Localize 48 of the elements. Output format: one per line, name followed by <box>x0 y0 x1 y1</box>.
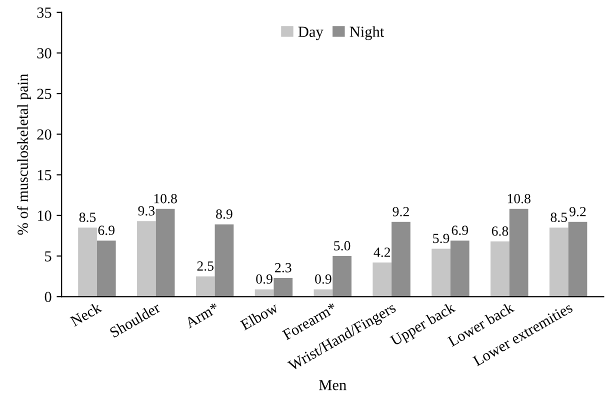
bar <box>509 208 528 297</box>
data-label: 9.3 <box>138 206 155 216</box>
data-label: 8.5 <box>79 212 96 222</box>
bar <box>568 222 588 297</box>
data-label: 2.5 <box>197 261 214 271</box>
data-label: 6.8 <box>492 226 508 236</box>
legend-label: Day <box>298 26 324 40</box>
data-label: 8.5 <box>550 212 568 222</box>
data-label: 5.0 <box>334 241 350 250</box>
y-tick-label: 0 <box>44 292 52 302</box>
data-label: 4.2 <box>374 248 390 257</box>
bar <box>432 248 450 297</box>
bar <box>156 208 175 297</box>
data-label: 0.9 <box>256 274 272 284</box>
x-axis-title: Men <box>319 380 346 390</box>
y-tick-label: 15 <box>38 170 52 180</box>
y-tick-label: 30 <box>37 48 52 58</box>
data-label: 9.2 <box>392 206 409 216</box>
bar <box>96 240 116 297</box>
data-label: 10.8 <box>154 194 177 204</box>
bar <box>196 276 215 297</box>
x-tick-label: Neck <box>69 302 102 327</box>
bar <box>78 228 97 297</box>
data-label: 9.2 <box>570 206 586 216</box>
data-label: 10.8 <box>508 194 530 204</box>
x-tick-label: Arm* <box>184 302 220 328</box>
y-tick-label: 5 <box>45 251 52 262</box>
data-label: 8.9 <box>216 209 232 219</box>
data-label: 5.9 <box>433 234 450 244</box>
y-tick-label: 10 <box>38 210 52 221</box>
y-tick-label: 25 <box>37 88 52 100</box>
bar <box>214 224 234 297</box>
bar <box>549 228 568 297</box>
y-tick-label: 20 <box>37 129 52 140</box>
bar <box>392 222 410 297</box>
bar <box>372 262 392 297</box>
data-label: 6.9 <box>452 226 468 236</box>
y-tick-label: 35 <box>37 8 52 18</box>
legend-label: Night <box>350 26 384 40</box>
bar <box>450 240 470 297</box>
bar <box>137 221 156 297</box>
data-label: 0.9 <box>315 274 332 284</box>
data-label: 6.9 <box>98 226 114 236</box>
bar <box>490 241 510 297</box>
data-label: 2.3 <box>275 263 292 272</box>
bar <box>332 256 352 297</box>
y-axis-title: % of musculoskeletal pain <box>17 74 32 235</box>
bar <box>274 278 293 297</box>
